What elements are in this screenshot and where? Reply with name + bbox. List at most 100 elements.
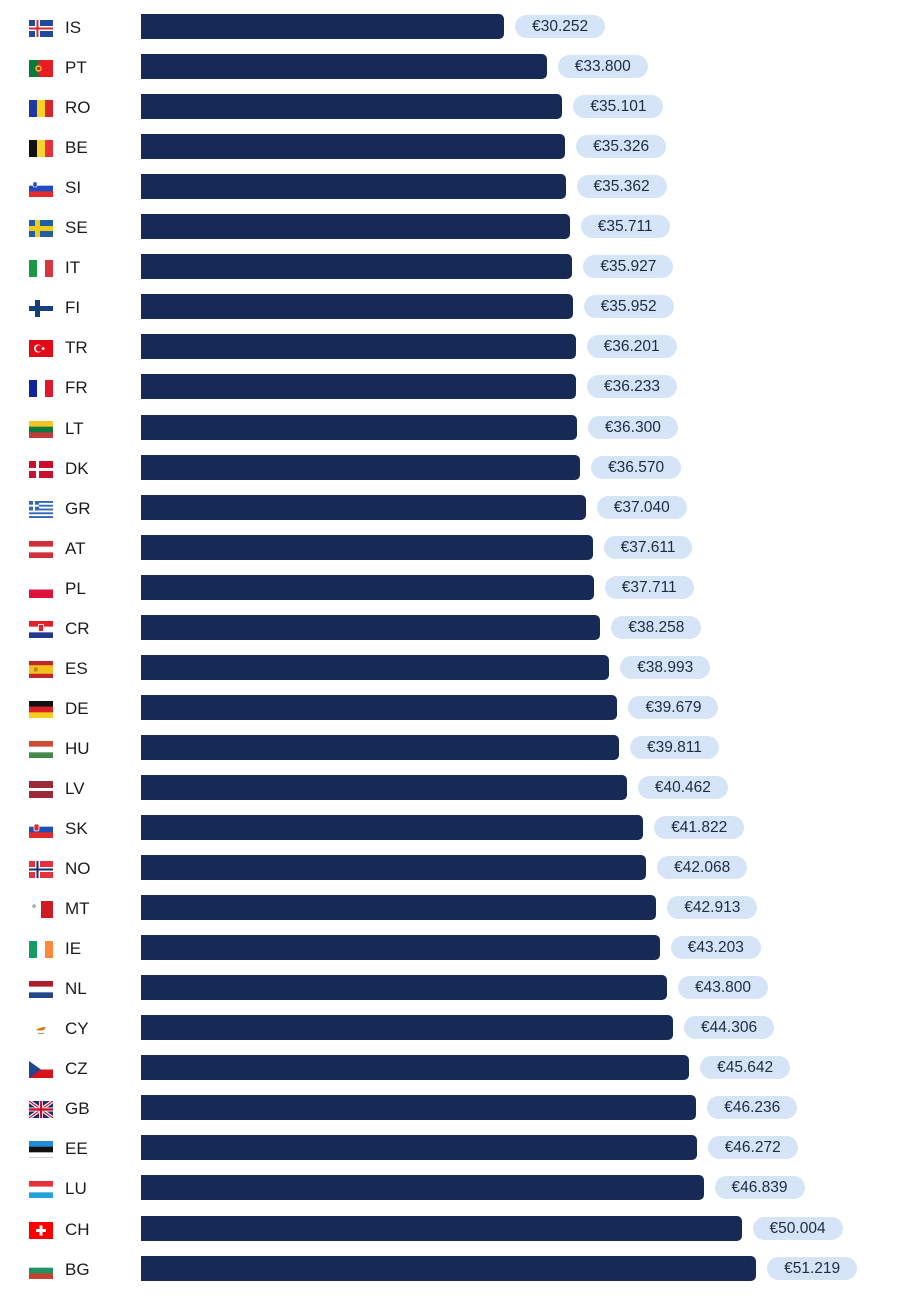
- flag-belgium-icon: [29, 140, 53, 158]
- value-label: €35.952: [583, 295, 674, 319]
- chart-row: LT €36.300: [0, 414, 912, 455]
- bar-pt: [141, 54, 547, 80]
- chart-row: GR €37.040: [0, 494, 912, 535]
- bar-fr: [141, 374, 577, 400]
- flag-italy-icon: [29, 260, 53, 278]
- category-label: FR: [65, 378, 88, 398]
- value-label: €46.839: [714, 1176, 805, 1200]
- bar-cr: [141, 614, 601, 640]
- flag-cyprus-icon: [29, 1021, 53, 1039]
- bar-tr: [141, 334, 576, 360]
- value-label: €46.272: [707, 1136, 798, 1160]
- bar-se: [141, 214, 570, 240]
- flag-slovakia-icon: [29, 821, 53, 838]
- flag-malta-icon: [29, 901, 53, 919]
- flag-switzerland-icon: [29, 1221, 53, 1239]
- chart-row: SK €41.822: [0, 815, 912, 855]
- bar-ch: [141, 1215, 742, 1241]
- flag-turkey-icon: [29, 340, 53, 358]
- bar-ee: [141, 1135, 697, 1161]
- value-label: €30.252: [515, 15, 606, 38]
- bar-lv: [141, 774, 627, 800]
- value-label: €43.800: [677, 976, 768, 1000]
- flag-norway-icon: [29, 861, 53, 879]
- chart-row: NL €43.800: [0, 975, 912, 1015]
- chart-row: EE €46.272: [0, 1135, 912, 1175]
- value-label: €38.258: [611, 615, 702, 639]
- flag-slovenia-icon: [29, 180, 53, 198]
- category-label: CH: [65, 1219, 90, 1239]
- category-label: BG: [65, 1259, 90, 1279]
- flag-luxembourg-icon: [29, 1181, 53, 1199]
- category-label: AT: [65, 538, 86, 558]
- flag-estonia-icon: [29, 1141, 53, 1159]
- chart-row: SE €35.711: [0, 214, 912, 254]
- chart-row: NO €42.068: [0, 855, 912, 895]
- flag-romania-icon: [29, 100, 53, 118]
- category-label: SE: [65, 218, 88, 238]
- category-label: IE: [65, 939, 82, 959]
- bar-mt: [141, 895, 657, 921]
- flag-latvia-icon: [29, 780, 53, 798]
- value-label: €39.679: [628, 695, 719, 719]
- bar-at: [141, 534, 593, 560]
- chart-row: FR €36.233: [0, 374, 912, 414]
- category-label: HU: [65, 738, 90, 758]
- flag-czechia-icon: [29, 1061, 53, 1079]
- value-label: €45.642: [700, 1056, 791, 1080]
- flag-lithuania-icon: [29, 420, 53, 438]
- value-label: €35.711: [580, 215, 670, 239]
- category-label: PL: [65, 578, 86, 598]
- flag-netherlands-icon: [29, 981, 53, 999]
- value-label: €36.233: [587, 375, 678, 399]
- value-label: €35.927: [583, 255, 674, 279]
- chart-row: HU €39.811: [0, 734, 912, 775]
- bar-es: [141, 654, 610, 680]
- chart-row: PL €37.711: [0, 574, 912, 615]
- bar-bg: [141, 1255, 757, 1281]
- value-label: €37.611: [603, 535, 693, 559]
- chart-row: IE €43.203: [0, 935, 912, 975]
- bar-no: [141, 855, 647, 881]
- bar-ro: [141, 94, 563, 120]
- category-label: GR: [65, 498, 91, 518]
- category-label: IT: [65, 258, 81, 278]
- bar-fi: [141, 294, 573, 320]
- category-label: LV: [65, 778, 85, 798]
- flag-greece-icon: [29, 500, 53, 518]
- chart-row: IT €35.927: [0, 254, 912, 294]
- flag-finland-icon: [29, 300, 53, 318]
- value-label: €46.236: [707, 1096, 798, 1120]
- value-label: €37.040: [596, 495, 687, 519]
- chart-row: PT €33.800: [0, 54, 912, 94]
- flag-ireland-icon: [29, 941, 53, 959]
- value-label: €35.326: [576, 135, 667, 159]
- bar-cz: [141, 1055, 690, 1081]
- flag-iceland-icon: [29, 20, 53, 37]
- category-label: FI: [65, 298, 81, 318]
- category-label: LT: [65, 418, 84, 438]
- category-label: PT: [65, 58, 87, 78]
- value-label: €42.913: [667, 896, 758, 920]
- bar-gr: [141, 494, 586, 520]
- flag-bulgaria-icon: [29, 1261, 53, 1279]
- chart-row: DE €39.679: [0, 694, 912, 735]
- chart-row: MT €42.913: [0, 895, 912, 935]
- bar-cy: [141, 1015, 674, 1041]
- category-label: MT: [65, 899, 90, 919]
- value-label: €44.306: [684, 1016, 775, 1040]
- chart-row: ES €38.993: [0, 654, 912, 695]
- flag-denmark-icon: [29, 460, 53, 478]
- bar-be: [141, 134, 566, 160]
- category-label: SK: [65, 819, 88, 838]
- category-label: CR: [65, 618, 90, 638]
- category-label: NO: [65, 859, 91, 879]
- value-label: €35.362: [576, 175, 667, 199]
- chart-row: CY €44.306: [0, 1015, 912, 1055]
- flag-hungary-icon: [29, 740, 53, 758]
- value-label: €36.201: [586, 335, 677, 359]
- bar-nl: [141, 975, 667, 1001]
- value-label: €33.800: [557, 55, 648, 79]
- value-label: €43.203: [670, 936, 761, 960]
- category-label: EE: [65, 1139, 88, 1159]
